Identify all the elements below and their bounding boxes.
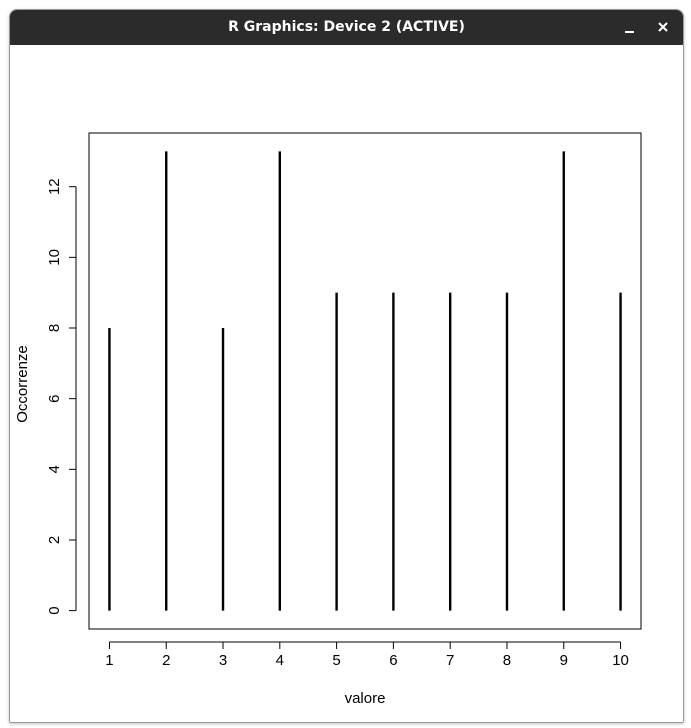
x-tick-label: 1 xyxy=(105,652,113,669)
window-title: R Graphics: Device 2 (ACTIVE) xyxy=(228,19,465,35)
title-bar[interactable]: R Graphics: Device 2 (ACTIVE) xyxy=(10,10,683,45)
x-axis-title: valore xyxy=(345,690,386,707)
y-tick-label: 10 xyxy=(46,249,63,266)
plot-frame xyxy=(88,132,642,630)
minimize-icon xyxy=(625,31,634,33)
x-tick-label: 2 xyxy=(162,652,170,669)
y-tick-label: 0 xyxy=(46,606,63,614)
x-tick-label: 9 xyxy=(560,652,568,669)
close-icon xyxy=(658,22,668,32)
x-tick-label: 3 xyxy=(219,652,227,669)
x-tick-label: 7 xyxy=(446,652,454,669)
x-tick-label: 8 xyxy=(503,652,511,669)
plot-area: 1 2 3 4 5 6 7 8 9 10 0 2 4 6 8 10 12 valore Occorrenze xyxy=(10,45,683,722)
y-axis-title: Occorrenze xyxy=(14,345,31,423)
y-tick-label: 12 xyxy=(46,178,63,195)
x-tick-label: 5 xyxy=(332,652,340,669)
minimize-button[interactable] xyxy=(618,16,642,40)
x-tick-label: 10 xyxy=(612,652,629,669)
y-tick-label: 8 xyxy=(46,324,63,332)
y-tick-label: 4 xyxy=(46,465,63,473)
y-tick-label: 6 xyxy=(46,394,63,402)
y-tick-label: 2 xyxy=(46,536,63,544)
close-button[interactable] xyxy=(651,16,675,40)
x-tick-label: 4 xyxy=(276,652,284,669)
x-tick-label: 6 xyxy=(389,652,397,669)
